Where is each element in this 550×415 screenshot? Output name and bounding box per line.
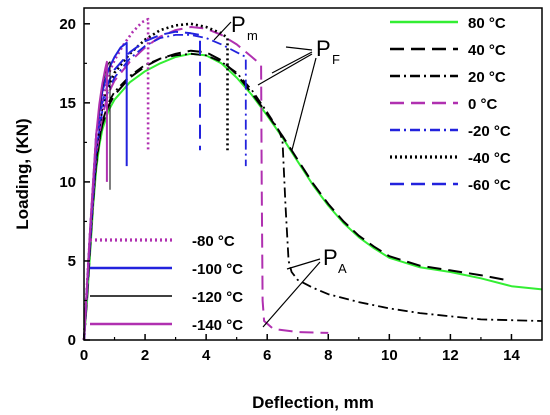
series-line-minus20c <box>83 34 247 341</box>
y-tick-label: 20 <box>59 16 76 33</box>
legend-layer: 80 °C 40 °C 20 °C 0 °C -20 °C -40 °C -60 °C -80… <box>90 15 511 334</box>
pointer-pa-2 <box>262 261 321 328</box>
pointer-pf-2 <box>271 51 313 74</box>
annotation-pm-subscript: m <box>247 28 258 43</box>
annotation-pf-subscript: F <box>332 52 340 67</box>
legend-label-80c: 80 °C <box>468 15 506 32</box>
x-tick-label: 12 <box>442 347 459 364</box>
pointer-pm <box>213 21 232 41</box>
series-line-minus140c <box>83 60 108 341</box>
series-layer <box>82 17 543 341</box>
legend-label-minus20c: -20 °C <box>468 123 511 140</box>
x-axis-title: Deflection, mm <box>252 393 374 412</box>
pointer-pf-3 <box>257 53 313 86</box>
annotation-pm: P <box>231 12 246 37</box>
pointer-pa-1 <box>286 258 321 270</box>
legend-label-minus140c: -140 °C <box>192 317 243 334</box>
series-line-minus60c <box>83 30 201 341</box>
pointer-pf-1 <box>285 46 313 51</box>
series-line-0c <box>83 26 329 341</box>
x-tick-label: 10 <box>381 347 398 364</box>
pointer-pf-4 <box>291 57 317 151</box>
x-tick-label: 0 <box>80 347 88 364</box>
ticks-layer: 0 2 4 6 8 10 12 14 0 5 10 15 20 <box>59 16 520 364</box>
x-tick-label: 8 <box>324 347 332 364</box>
x-tick-label: 6 <box>263 347 271 364</box>
legend-label-minus40c: -40 °C <box>468 150 511 167</box>
series-line-minus40c <box>82 22 229 341</box>
y-tick-label: 10 <box>59 174 76 191</box>
annotation-pa-subscript: A <box>338 261 347 276</box>
x-tick-label: 2 <box>141 347 149 364</box>
x-tick-label: 4 <box>202 347 211 364</box>
legend-label-minus60c: -60 °C <box>468 177 511 194</box>
plot-frame <box>83 7 543 341</box>
y-tick-label: 5 <box>68 253 76 270</box>
legend-label-20c: 20 °C <box>468 69 506 86</box>
x-tick-label: 14 <box>503 347 520 364</box>
annotation-pf: P <box>316 36 331 61</box>
y-axis-title: Loading, (KN) <box>13 118 32 229</box>
y-tick-label: 0 <box>68 332 76 349</box>
legend-label-minus120c: -120 °C <box>192 289 243 306</box>
legend-label-minus80c: -80 °C <box>192 233 235 250</box>
series-line-20c <box>83 52 543 341</box>
legend-label-0c: 0 °C <box>468 96 498 113</box>
annotation-pa: P <box>323 245 338 270</box>
y-tick-label: 15 <box>59 95 76 112</box>
legend-label-minus100c: -100 °C <box>192 261 243 278</box>
legend-label-40c: 40 °C <box>468 42 506 59</box>
